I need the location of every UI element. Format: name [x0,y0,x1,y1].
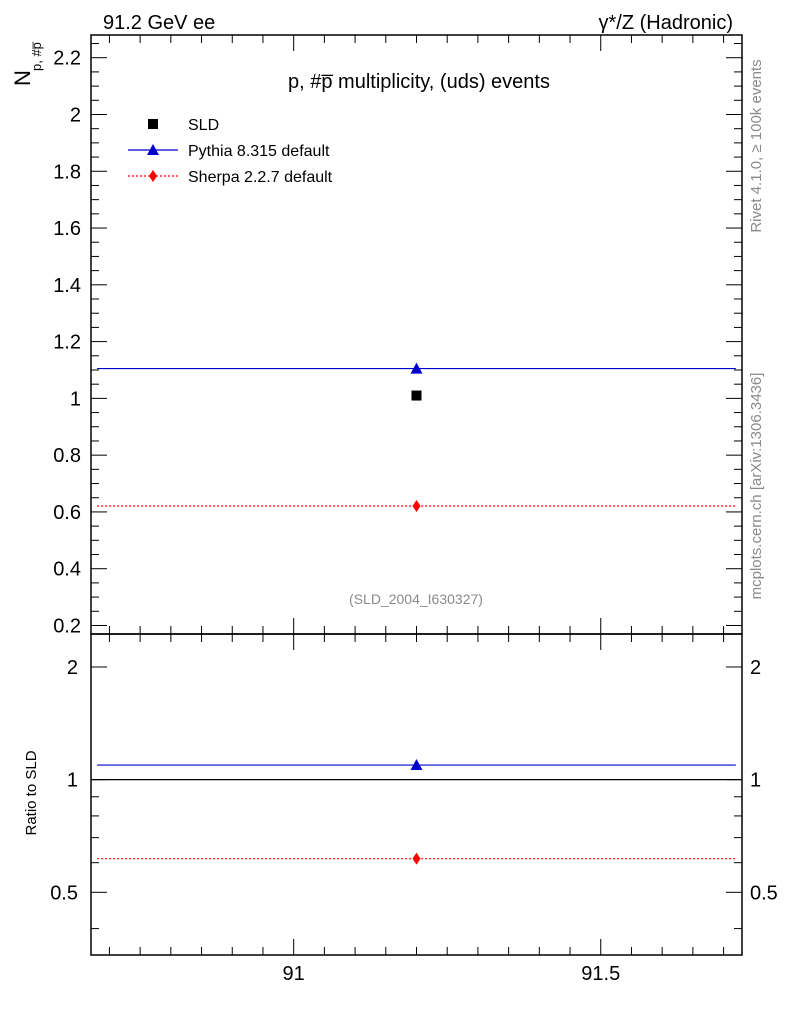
rivet-label: Rivet 4.1.0, ≥ 100k events [748,59,765,232]
y-tick-label: 0.6 [53,502,81,524]
y-tick-label: 2.2 [53,48,81,70]
legend-pythia-marker [147,144,159,155]
legend: SLD Pythia 8.315 default Sherpa 2.2.7 defa… [128,117,333,186]
sld-point [411,390,422,401]
sherpa-point [412,499,421,512]
ratio-tick-label-left: 1 [67,770,78,792]
header-left: 91.2 GeV ee [103,12,215,34]
y-tick-label: 0.2 [53,615,81,637]
y-tick-label: 1.4 [53,275,81,297]
y-tick-label: 0.4 [53,559,81,581]
x-tick-label: 91 [283,963,305,985]
ratio-tick-label-right: 0.5 [750,882,778,904]
legend-sld-label: SLD [188,117,219,134]
y-label-main: N [10,70,35,86]
axes: 91 91.5 0.2 0.4 0.6 0.8 1 1.2 1.4 1.6 1.8 2 2.2 0.5 0.… [50,35,778,985]
ratio-tick-label-right: 2 [750,657,761,679]
legend-sherpa-label: Sherpa 2.2.7 default [188,169,333,186]
ratio-tick-label-left: 2 [67,657,78,679]
ratio-y-label: Ratio to SLD [23,750,40,835]
y-tick-label: 1.2 [53,332,81,354]
y-label-sub: p, #p̅ [29,42,44,71]
y-tick-label: 0.8 [53,445,81,467]
header-right: γ*/Z (Hadronic) [599,12,733,34]
y-tick-label: 1.6 [53,218,81,240]
pythia-point [410,362,423,374]
series [97,362,736,865]
ratio-frame [90,633,743,956]
ratio-tick-label-left: 0.5 [50,882,78,904]
y-tick-label: 2 [70,104,81,126]
chart-title: p, #p̅ multiplicity, (uds) events [288,71,550,93]
sherpa-ratio-point [412,852,421,865]
main-y-label: N p, #p̅ [10,42,44,86]
legend-sherpa-marker [149,170,157,182]
pythia-ratio-point [410,759,423,771]
analysis-id: (SLD_2004_I630327) [349,591,483,607]
y-tick-label: 1.8 [53,161,81,183]
mcplots-label: mcplots.cern.ch [arXiv:1306.3436] [748,373,765,600]
y-tick-label: 1 [70,388,81,410]
legend-pythia-label: Pythia 8.315 default [188,143,330,160]
legend-sld-marker [148,119,158,129]
ratio-tick-label-right: 1 [750,770,761,792]
x-tick-label: 91.5 [581,963,620,985]
